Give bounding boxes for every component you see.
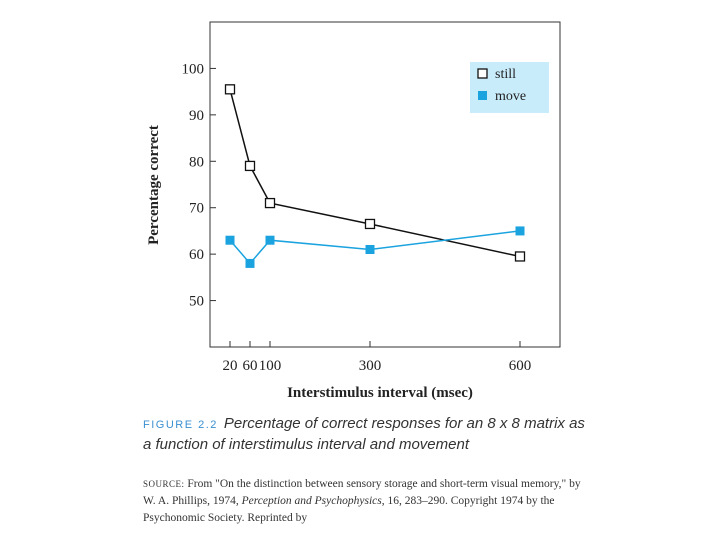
x-axis: 20 60 100 300 600 [223, 341, 532, 374]
x-tick-label-20: 20 [223, 358, 238, 374]
point-move-600 [515, 226, 525, 236]
point-still-100 [264, 197, 276, 209]
x-tick-label-300: 300 [359, 358, 382, 374]
series-line-still [229, 89, 521, 258]
point-still-300 [364, 218, 376, 230]
y-tick-label-70: 70 [189, 201, 204, 217]
y-tick-label-80: 80 [189, 154, 204, 170]
y-tick-label-60: 60 [189, 247, 204, 263]
y-tick-label-50: 50 [189, 294, 204, 310]
source-text-2: , 16, 283–290. Copyright 1974 by the Psy… [143, 495, 555, 524]
point-move-300 [365, 245, 375, 254]
x-tick-label-60: 60 [243, 358, 258, 374]
plot-frame [209, 21, 561, 348]
y-axis-title: Percentage correct [146, 125, 162, 245]
point-move-60 [245, 258, 255, 268]
legend-label-move: move [495, 89, 526, 104]
point-still-60 [244, 160, 256, 172]
y-axis: 50 60 70 80 90 100 [182, 61, 216, 310]
source-text-1: From "On the distinction between sensory… [143, 478, 581, 507]
legend-label-still: still [495, 67, 516, 82]
point-still-600 [514, 251, 526, 262]
source-journal: Perception and Psychophysics [241, 495, 382, 507]
figure-caption: FIGURE 2.2 Percentage of correct response… [143, 414, 593, 455]
series-layer [224, 84, 526, 268]
point-move-100 [265, 235, 275, 245]
y-tick-label-90: 90 [189, 108, 204, 124]
legend-marker-still [477, 68, 488, 79]
source-note: SOURCE: From "On the distinction between… [143, 476, 593, 527]
x-tick-label-100: 100 [259, 358, 282, 374]
figure-label: FIGURE 2.2 [143, 419, 218, 431]
y-tick-label-100: 100 [182, 61, 205, 77]
caption-text: Percentage of correct responses for an 8… [143, 415, 585, 453]
x-tick-label-600: 600 [509, 358, 532, 374]
source-label: SOURCE: [143, 479, 185, 489]
legend: still move [470, 62, 549, 113]
legend-marker-move [478, 91, 487, 100]
point-move-20 [225, 235, 235, 245]
x-axis-title: Interstimulus interval (msec) [287, 385, 473, 401]
point-still-20 [224, 84, 236, 95]
